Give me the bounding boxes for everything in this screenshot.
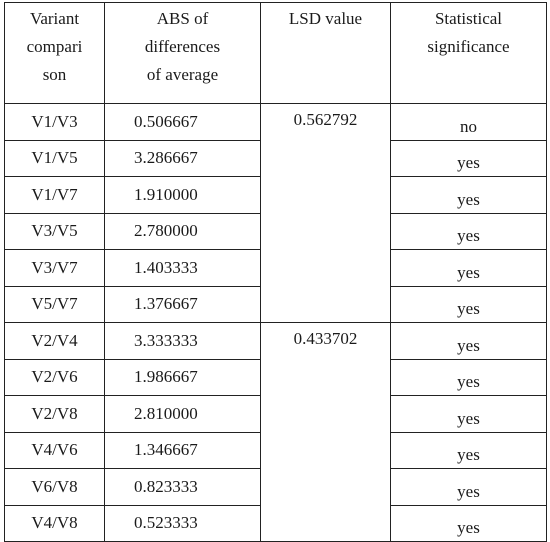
- significance-cell: yes: [390, 468, 547, 506]
- table-row: V5/V7 1.376667 yes: [4, 285, 547, 323]
- header-abs-line-2: differences: [144, 37, 221, 56]
- comparison-cell: V2/V6: [4, 358, 105, 396]
- header-lsd-value: LSD value: [260, 2, 391, 104]
- table-row: V4/V6 1.346667 yes: [4, 431, 547, 469]
- header-statistical-significance: Statistical significance: [390, 2, 547, 104]
- abs-difference-cell: 0.523333: [104, 504, 261, 542]
- abs-difference-cell: 2.810000: [104, 395, 261, 433]
- header-abs-differences: ABS of differences of average: [104, 2, 261, 104]
- header-variant-line-1: Variant: [29, 9, 80, 28]
- abs-difference-cell: 1.910000: [104, 176, 261, 214]
- lsd-value-cell: 0.433702: [260, 322, 391, 542]
- abs-difference-cell: 1.376667: [104, 285, 261, 323]
- significance-cell: yes: [390, 504, 547, 542]
- comparison-cell: V3/V7: [4, 249, 105, 287]
- comparison-cell: V3/V5: [4, 212, 105, 250]
- lsd-value-cell: 0.562792: [260, 103, 391, 323]
- table-row: V2/V6 1.986667 yes: [4, 358, 547, 396]
- significance-cell: yes: [390, 249, 547, 287]
- header-significance-line-1: Statistical: [434, 9, 503, 28]
- header-row: Variant compari son ABS of differences o…: [4, 2, 547, 104]
- header-variant-comparison: Variant compari son: [4, 2, 105, 104]
- table-row: V2/V4 3.333333 0.433702 yes: [4, 322, 547, 542]
- comparison-cell: V4/V8: [4, 504, 105, 542]
- significance-cell: yes: [390, 139, 547, 177]
- abs-difference-cell: 1.403333: [104, 249, 261, 287]
- header-abs-line-1: ABS of: [156, 9, 209, 28]
- abs-difference-cell: 3.333333: [104, 322, 261, 360]
- header-significance-line-2: significance: [427, 37, 510, 56]
- significance-cell: yes: [390, 285, 547, 323]
- abs-difference-cell: 0.506667: [104, 103, 261, 141]
- header-lsd-line-1: LSD value: [288, 9, 363, 28]
- comparison-cell: V2/V8: [4, 395, 105, 433]
- significance-cell: yes: [390, 395, 547, 433]
- header-variant-line-2: compari: [26, 37, 83, 56]
- comparison-cell: V1/V3: [4, 103, 105, 141]
- table-row: V1/V5 3.286667 yes: [4, 139, 547, 177]
- table-row: V3/V7 1.403333 yes: [4, 249, 547, 287]
- table-row: V3/V5 2.780000 yes: [4, 212, 547, 250]
- header-abs-line-3: of average: [146, 65, 219, 84]
- table-row: V6/V8 0.823333 yes: [4, 468, 547, 506]
- table-row: V1/V7 1.910000 yes: [4, 176, 547, 214]
- significance-cell: yes: [390, 358, 547, 396]
- significance-cell: yes: [390, 322, 547, 360]
- abs-difference-cell: 2.780000: [104, 212, 261, 250]
- abs-difference-cell: 1.346667: [104, 431, 261, 469]
- abs-difference-cell: 1.986667: [104, 358, 261, 396]
- table-row: V2/V8 2.810000 yes: [4, 395, 547, 433]
- significance-cell: yes: [390, 212, 547, 250]
- header-variant-line-3: son: [42, 65, 67, 84]
- comparison-cell: V6/V8: [4, 468, 105, 506]
- abs-difference-cell: 0.823333: [104, 468, 261, 506]
- abs-difference-cell: 3.286667: [104, 139, 261, 177]
- comparison-cell: V5/V7: [4, 285, 105, 323]
- significance-cell: no: [390, 103, 547, 141]
- lsd-comparison-table: Variant compari son ABS of differences o…: [4, 2, 547, 542]
- table-body: V1/V3 0.506667 0.562792 no V1/V5 3.286667 yes V…: [4, 103, 547, 542]
- significance-cell: yes: [390, 176, 547, 214]
- table-row: V1/V3 0.506667 0.562792 no: [4, 103, 547, 323]
- comparison-cell: V4/V6: [4, 431, 105, 469]
- comparison-cell: V2/V4: [4, 322, 105, 360]
- significance-cell: yes: [390, 431, 547, 469]
- comparison-cell: V1/V5: [4, 139, 105, 177]
- comparison-cell: V1/V7: [4, 176, 105, 214]
